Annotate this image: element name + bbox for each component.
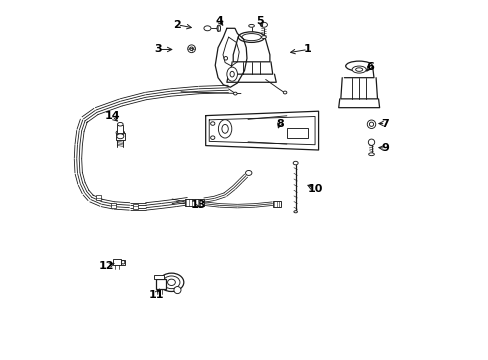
Ellipse shape (117, 122, 123, 126)
Text: 13: 13 (190, 200, 206, 210)
Ellipse shape (217, 25, 220, 31)
Ellipse shape (189, 47, 193, 50)
Ellipse shape (233, 92, 237, 95)
Text: 4: 4 (215, 16, 224, 26)
Ellipse shape (345, 61, 372, 71)
Bar (154, 275, 164, 279)
Text: 9: 9 (381, 143, 389, 153)
Text: 8: 8 (275, 118, 283, 129)
Ellipse shape (245, 171, 251, 175)
Ellipse shape (203, 26, 210, 31)
Ellipse shape (242, 33, 261, 41)
Text: 5: 5 (256, 16, 264, 26)
Bar (155, 279, 166, 289)
Text: 10: 10 (307, 184, 322, 194)
Text: 7: 7 (381, 118, 389, 129)
Text: 3: 3 (154, 45, 162, 54)
Text: 14: 14 (104, 112, 120, 121)
Ellipse shape (121, 260, 124, 264)
Ellipse shape (351, 66, 366, 73)
Ellipse shape (367, 139, 374, 145)
Ellipse shape (260, 22, 267, 27)
Ellipse shape (229, 71, 234, 77)
Ellipse shape (368, 153, 374, 156)
Text: 6: 6 (365, 62, 373, 72)
Ellipse shape (116, 130, 124, 135)
Text: 12: 12 (99, 261, 114, 271)
Ellipse shape (238, 32, 264, 42)
Ellipse shape (222, 125, 228, 133)
Text: 1: 1 (304, 45, 311, 54)
Ellipse shape (218, 120, 231, 138)
Bar (96, 195, 101, 201)
Bar (184, 199, 203, 206)
Ellipse shape (174, 287, 181, 294)
Bar (111, 203, 116, 208)
Bar (273, 201, 281, 207)
Ellipse shape (226, 67, 237, 81)
Ellipse shape (224, 57, 227, 60)
Bar (132, 204, 137, 209)
Bar (113, 259, 121, 265)
Ellipse shape (159, 273, 183, 292)
Ellipse shape (368, 122, 373, 126)
Ellipse shape (261, 36, 266, 39)
Ellipse shape (248, 24, 254, 27)
Ellipse shape (187, 45, 195, 53)
Text: 2: 2 (173, 20, 181, 30)
Bar (116, 133, 124, 140)
Ellipse shape (355, 68, 362, 71)
Ellipse shape (293, 161, 298, 165)
Bar (286, 129, 307, 138)
Ellipse shape (366, 120, 375, 129)
Bar (117, 125, 123, 133)
Ellipse shape (117, 134, 123, 139)
Ellipse shape (210, 122, 214, 125)
Bar (121, 260, 125, 265)
Ellipse shape (163, 276, 180, 289)
Ellipse shape (210, 136, 214, 139)
Ellipse shape (167, 279, 175, 285)
Ellipse shape (283, 91, 286, 94)
Ellipse shape (293, 211, 297, 213)
Text: 11: 11 (148, 290, 163, 300)
